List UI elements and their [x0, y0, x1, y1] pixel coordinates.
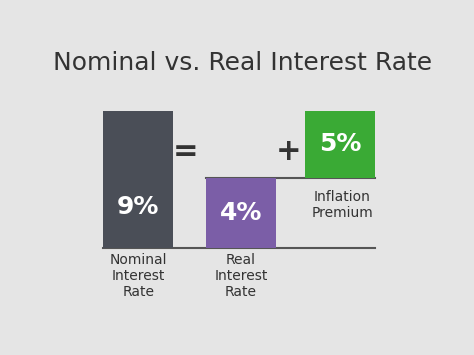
Text: Nominal vs. Real Interest Rate: Nominal vs. Real Interest Rate [54, 51, 432, 75]
Text: 4%: 4% [220, 201, 262, 225]
Text: 9%: 9% [117, 195, 159, 219]
Text: Nominal
Interest
Rate: Nominal Interest Rate [109, 253, 167, 300]
Bar [305, 111, 375, 178]
Bar [103, 111, 173, 248]
Text: 5%: 5% [319, 132, 362, 157]
Bar [206, 178, 276, 248]
Text: Inflation
Premium: Inflation Premium [311, 190, 373, 220]
Text: +: + [276, 137, 301, 166]
Text: Real
Interest
Rate: Real Interest Rate [214, 253, 268, 300]
Text: =: = [173, 137, 199, 166]
